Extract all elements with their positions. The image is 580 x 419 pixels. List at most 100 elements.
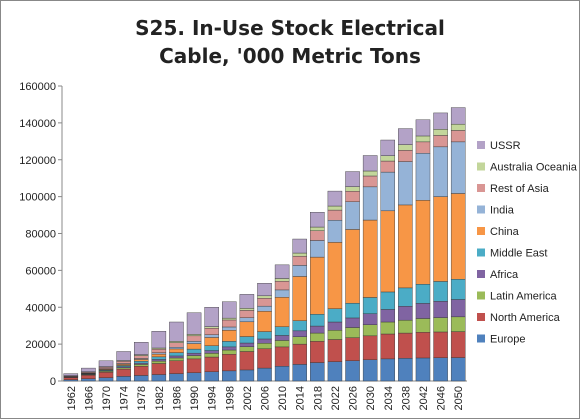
bar-segment: [151, 374, 167, 382]
bar-segment: [222, 341, 237, 348]
bar-segment: [292, 364, 307, 382]
bar-segment: [257, 298, 272, 307]
bar-segment: [380, 171, 396, 212]
bar-segment: [222, 354, 237, 372]
bar-segment: [345, 302, 360, 319]
bar-segment: [310, 325, 325, 334]
bar-segment: [151, 360, 167, 364]
bar-segment: [450, 299, 466, 318]
bar-segment: [380, 210, 396, 293]
bar-segment: [257, 343, 272, 349]
bar-segment: [274, 366, 290, 382]
bar-segment: [380, 155, 396, 162]
bar-segment: [398, 161, 413, 206]
legend-label: Africa: [490, 269, 519, 281]
bar-segment: [98, 371, 114, 378]
bar-segment: [204, 350, 219, 354]
bar-segment: [380, 309, 396, 323]
bar-segment: [169, 373, 184, 382]
bar-segment: [310, 362, 325, 382]
bar-segment: [239, 310, 255, 318]
bar-segment: [433, 357, 448, 382]
bar-segment: [274, 340, 290, 348]
x-tick-label: 2026: [348, 386, 360, 410]
bar-segment: [433, 129, 448, 136]
bar-segment: [380, 333, 396, 360]
bar-segment: [415, 141, 431, 154]
bar-segment: [345, 337, 360, 361]
bar-segment: [169, 342, 184, 348]
bar-segment: [133, 359, 149, 362]
bar-segment: [63, 373, 79, 376]
bar-segment: [327, 330, 343, 340]
bar-segment: [186, 343, 202, 350]
bar-segment: [151, 359, 167, 362]
bar-segment: [169, 357, 184, 361]
bar-segment: [222, 349, 237, 355]
bar-segment: [204, 356, 219, 372]
bar-segment: [292, 255, 307, 266]
bar-segment: [327, 339, 343, 362]
bar-segment: [415, 153, 431, 201]
bar-segment: [362, 324, 378, 337]
bar-segment: [362, 175, 378, 188]
y-tick-label: 100000: [19, 192, 56, 204]
bar-segment: [398, 150, 413, 162]
bar-segment: [274, 326, 290, 336]
bar-segment: [63, 377, 79, 380]
y-tick-label: 140000: [19, 118, 56, 130]
bar-segment: [222, 326, 237, 331]
bar-segment: [239, 346, 255, 352]
bar-segment: [133, 355, 149, 359]
legend-label: Rest of Asia: [490, 183, 550, 195]
bar-segment: [151, 348, 167, 353]
bar-segment: [133, 364, 149, 367]
bar-segment: [257, 331, 272, 340]
legend-swatch: [477, 248, 485, 257]
bar-segment: [239, 308, 255, 311]
bar-segment: [292, 343, 307, 365]
bar-segment: [310, 332, 325, 342]
bar-segment: [222, 317, 237, 321]
bar-segment: [239, 294, 255, 309]
bar-segment: [239, 369, 255, 382]
x-tick-label: 2022: [330, 386, 342, 410]
bar-segment: [327, 220, 343, 243]
bar-segment: [362, 170, 378, 177]
bar-segment: [345, 317, 360, 328]
bar-segment: [169, 347, 184, 350]
bar-segment: [151, 356, 167, 360]
bar-segment: [204, 345, 219, 351]
bar-segment: [257, 338, 272, 344]
bar-segment: [345, 186, 360, 192]
bar-segment: [362, 297, 378, 314]
bar-segment: [274, 281, 290, 291]
x-tick-label: 1962: [66, 386, 78, 410]
bar-segment: [433, 146, 448, 197]
bar-segment: [433, 317, 448, 333]
bar-segment: [398, 358, 413, 382]
bar-segment: [116, 376, 131, 382]
bar-segment: [116, 361, 131, 364]
bar-segment: [433, 112, 448, 130]
bar-segment: [204, 371, 219, 382]
bar-segment: [292, 330, 307, 337]
bar-segment: [257, 367, 272, 382]
bar-segment: [345, 327, 360, 338]
x-tick-label: 1974: [119, 386, 131, 410]
bar-segment: [362, 219, 378, 298]
bar-segment: [274, 297, 290, 327]
bar-segment: [345, 171, 360, 187]
bar-segment: [186, 355, 202, 360]
bar-segment: [362, 186, 378, 221]
legend-label: USSR: [490, 140, 521, 152]
chart-title: S25. In-Use Stock Electrical Cable, '000…: [135, 16, 445, 68]
bar-segment: [169, 321, 184, 342]
bar-segment: [450, 331, 466, 358]
x-tick-label: 2050: [453, 386, 465, 410]
y-tick-label: 40000: [25, 302, 56, 314]
bar-segment: [415, 135, 431, 143]
x-tick-label: 2030: [365, 386, 377, 410]
bar-segment: [292, 336, 307, 345]
